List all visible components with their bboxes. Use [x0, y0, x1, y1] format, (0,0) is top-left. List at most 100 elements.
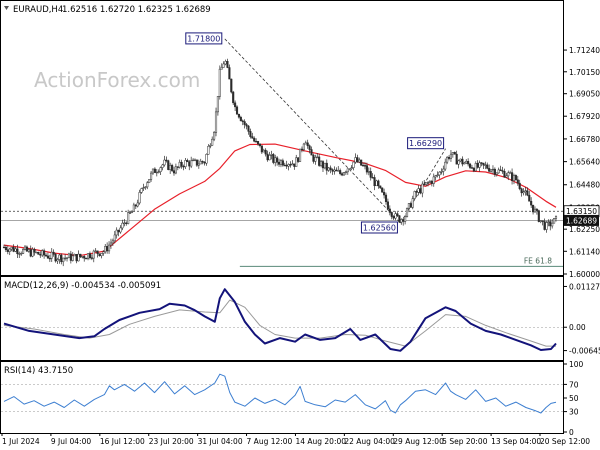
rsi-lines: [1, 373, 563, 414]
candle-body: [423, 183, 426, 186]
rsi-tick-label: 30: [569, 408, 579, 417]
candle-body: [446, 156, 449, 163]
candle-body: [127, 212, 130, 224]
macd-lines: [1, 288, 563, 352]
candle-body: [85, 257, 88, 260]
candle-body: [369, 171, 372, 178]
candle-body: [394, 213, 397, 219]
candle-body: [411, 198, 414, 208]
candle-body: [113, 234, 116, 242]
candle-body: [60, 254, 63, 263]
candle-body: [172, 170, 176, 174]
candle-body: [218, 68, 221, 97]
candle-body: [117, 229, 120, 233]
candle-body: [272, 154, 275, 163]
candle-body: [100, 253, 103, 257]
candle-body: [270, 154, 273, 156]
candle-body: [310, 149, 313, 156]
candle-body: [320, 161, 323, 166]
price-y-axis: 1.71240 1.70150 1.69050 1.67920 1.66780 1.656…: [563, 46, 600, 279]
candle-body: [197, 163, 200, 166]
candle-body: [344, 171, 347, 173]
candle-body: [299, 148, 302, 162]
candle-body: [442, 168, 445, 172]
candle-body: [159, 167, 162, 172]
candle-body: [388, 208, 391, 213]
candle-body: [18, 253, 21, 255]
candle-body: [356, 157, 359, 163]
candle-body: [425, 182, 428, 186]
rsi-line: [3, 373, 557, 414]
price-tag-label: 1.62560: [363, 223, 396, 232]
price-tick-label: 1.71240: [569, 46, 600, 55]
candle-body: [390, 212, 393, 217]
candle-body: [193, 159, 197, 161]
candle-body: [499, 169, 502, 171]
candle-body: [459, 158, 462, 162]
candle-body: [392, 216, 395, 219]
candle-body: [352, 161, 355, 168]
candle-body: [375, 180, 378, 187]
rsi-header: RSI(14) 43.7150: [4, 366, 73, 376]
candle-body: [522, 191, 525, 194]
macd-tick-label: -0.006453: [569, 347, 600, 356]
fibo-label: FE 61.8: [524, 256, 552, 265]
candle-body: [331, 169, 334, 172]
candle-body: [262, 149, 265, 153]
candle-body: [543, 221, 546, 230]
candle-body: [182, 166, 185, 168]
candle-body: [493, 168, 496, 175]
candle-body: [232, 91, 235, 104]
candle-body: [451, 152, 454, 155]
candle-body: [167, 160, 170, 170]
candle-body: [484, 164, 487, 166]
candle-body: [251, 136, 254, 139]
candle-body: [171, 165, 174, 171]
candle-body: [539, 220, 542, 222]
price-candles: [2, 58, 558, 267]
candle-body: [96, 250, 99, 254]
candle-body: [161, 164, 164, 168]
candle-body: [125, 222, 128, 224]
candle-body: [512, 175, 516, 181]
price-tick-label: 1.60000: [569, 270, 600, 279]
candle-body: [230, 78, 233, 93]
candle-body: [43, 250, 46, 256]
rsi-pane: [0, 361, 564, 434]
candle-body: [25, 246, 28, 252]
candle-body: [295, 157, 298, 167]
candle-body: [268, 155, 271, 161]
candle-body: [283, 164, 286, 167]
candle-body: [136, 202, 139, 207]
candle-body: [279, 160, 283, 165]
candle-body: [488, 168, 491, 172]
candle-body: [180, 161, 183, 167]
candle-body: [123, 222, 126, 224]
candle-body: [92, 250, 95, 259]
candle-body: [409, 203, 412, 208]
candle-body: [381, 187, 384, 193]
candle-body: [94, 250, 97, 252]
candle-body: [52, 251, 55, 255]
time-tick-label: 5 Sep 20:00: [442, 437, 488, 446]
candle-body: [4, 246, 7, 251]
candle-body: [507, 172, 510, 177]
candle-body: [514, 175, 517, 181]
candle-body: [274, 157, 277, 163]
time-tick-label: 13 Sep 04:00: [491, 437, 541, 446]
candle-body: [186, 160, 189, 162]
candle-body: [398, 215, 401, 223]
current-price-box: [564, 214, 599, 226]
candle-body: [108, 244, 111, 252]
time-tick-label: 1 Jul 2024: [2, 437, 40, 446]
ohlc-label: 1.62516 1.62720 1.62325 1.62689: [62, 5, 211, 15]
time-tick-label: 7 Aug 12:00: [247, 437, 293, 446]
candle-body: [209, 145, 212, 147]
candle-body: [75, 254, 78, 262]
candle-body: [333, 169, 336, 172]
candle-body: [132, 204, 135, 212]
candle-body: [491, 168, 495, 171]
candle-body: [421, 183, 424, 194]
candle-body: [228, 67, 231, 80]
